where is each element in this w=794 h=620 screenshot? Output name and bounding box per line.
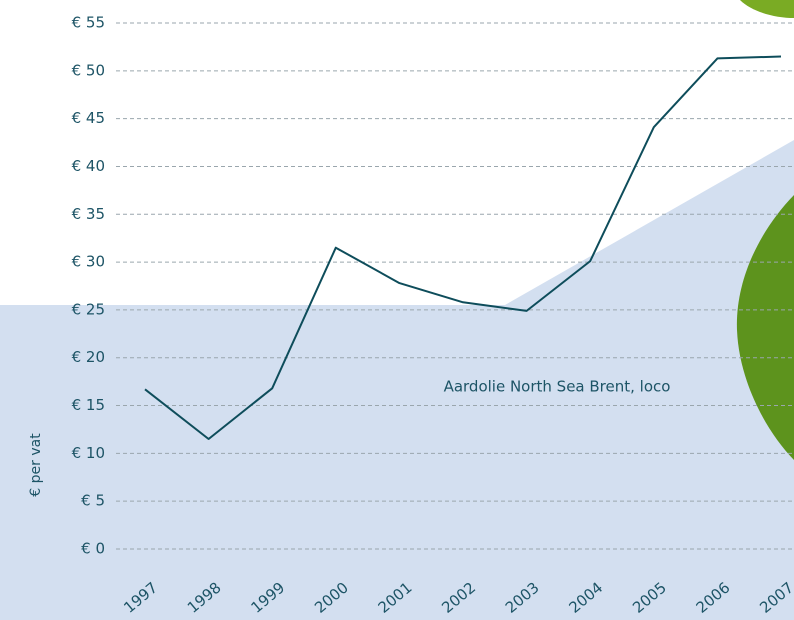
y-axis-label: € per vat — [28, 433, 44, 497]
y-tick-label: € 25 — [72, 300, 105, 318]
y-tick-label: € 55 — [72, 14, 105, 32]
y-tick-label: € 15 — [72, 396, 105, 414]
y-tick-label: € 50 — [72, 61, 105, 79]
chart: € 0 € 5 € 10 € 15 € 20 € 25 € 30 € 35 € 40 € 45 € … — [0, 0, 794, 620]
y-tick-label: € 40 — [72, 157, 105, 175]
series-label: Aardolie North Sea Brent, loco — [444, 378, 671, 396]
y-tick-label: € 30 — [72, 253, 105, 271]
y-tick-label: € 20 — [72, 348, 105, 366]
y-tick-label: € 35 — [72, 205, 105, 223]
y-tick-label: € 0 — [81, 540, 105, 558]
y-tick-label: € 5 — [81, 492, 105, 510]
y-tick-label: € 45 — [72, 109, 105, 127]
y-tick-label: € 10 — [72, 444, 105, 462]
